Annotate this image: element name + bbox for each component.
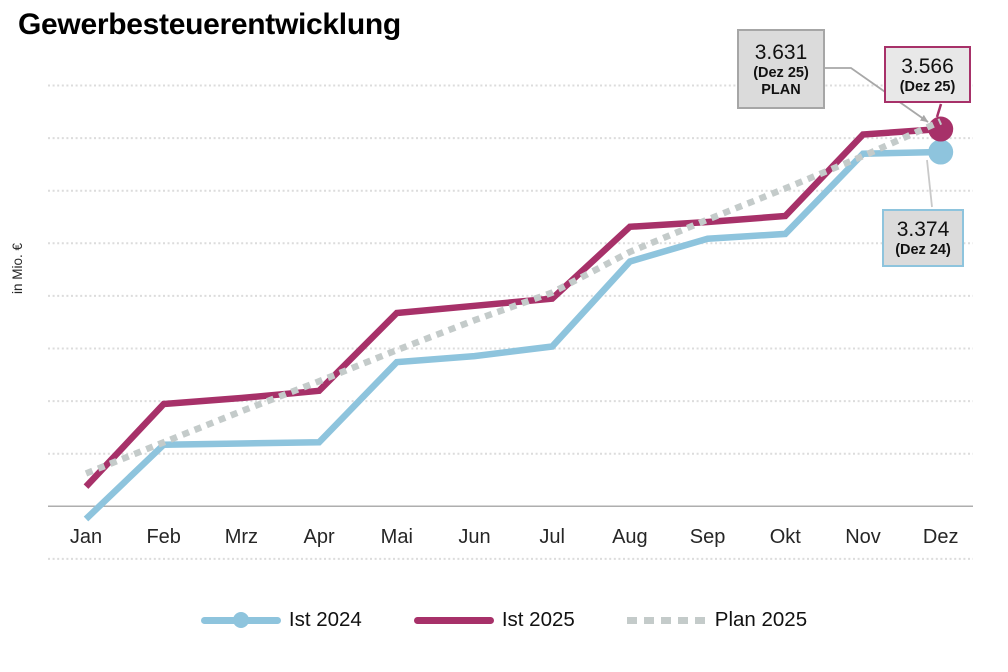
x-axis-label-okt: Okt <box>770 526 802 548</box>
chart-legend: Ist 2024 Ist 2025 Plan 2025 <box>0 598 1008 642</box>
x-axis-label-nov: Nov <box>845 526 881 548</box>
annotation-sublabel: (Dez 24) <box>895 242 951 259</box>
chart-canvas: Jan Feb Mrz Apr Mai Jun Jul Aug Sep Okt Nov Dez <box>48 67 973 560</box>
legend-label: Plan 2025 <box>714 608 808 631</box>
annotation-ist2025-dez25: 3.566 (Dez 25) <box>884 46 971 103</box>
annotation-value: 3.566 <box>901 54 954 78</box>
x-axis-label-mai: Mai <box>381 526 413 548</box>
end-point-dot-ist-2025 <box>928 116 954 142</box>
annotation-value: 3.374 <box>896 218 950 242</box>
annotation-plan-dez25: 3.631 (Dez 25) PLAN <box>737 29 825 109</box>
legend-label: Ist 2025 <box>501 608 575 631</box>
annotation-sublabel: (Dez 25) <box>899 78 956 95</box>
x-axis-label-sep: Sep <box>690 526 726 548</box>
series-line-ist-2025 <box>83 125 941 489</box>
leader-line-ist2025 <box>935 103 943 118</box>
legend-item-plan-2025: Plan 2025 <box>626 608 808 632</box>
series-line-plan-2025 <box>84 118 943 477</box>
x-axis-label-feb: Feb <box>146 526 180 548</box>
y-axis-label: in Mio. € <box>10 243 25 295</box>
leader-line-plan-arrow <box>825 67 929 123</box>
legend-label: Ist 2024 <box>288 608 362 631</box>
legend-swatch-dotted-line-icon <box>626 616 707 624</box>
annotation-tag: PLAN <box>761 81 801 98</box>
x-axis-label-jan: Jan <box>70 526 102 548</box>
x-axis-label-aug: Aug <box>612 526 648 548</box>
legend-swatch-solid-line-icon <box>413 616 494 624</box>
series-line-ist-2024 <box>83 148 941 522</box>
legend-item-ist-2025: Ist 2025 <box>413 608 575 632</box>
leader-line-ist2024 <box>926 159 933 208</box>
end-point-dot-ist-2024 <box>928 139 954 165</box>
annotation-value: 3.631 <box>754 41 808 64</box>
legend-marker-dot-icon <box>232 612 249 628</box>
legend-swatch-line-with-dot-icon <box>200 612 281 628</box>
x-axis-label-apr: Apr <box>304 526 335 548</box>
chart-title: Gewerbesteuerentwicklung <box>18 8 401 41</box>
x-axis-label-mrz: Mrz <box>225 526 258 548</box>
x-axis-label-dez: Dez <box>923 526 959 548</box>
legend-item-ist-2024: Ist 2024 <box>200 608 362 632</box>
x-axis-label-jun: Jun <box>458 526 490 548</box>
annotation-sublabel: (Dez 25) <box>753 65 809 81</box>
x-axis-label-jul: Jul <box>539 526 565 548</box>
annotation-ist2024-dez24: 3.374 (Dez 24) <box>882 209 964 267</box>
